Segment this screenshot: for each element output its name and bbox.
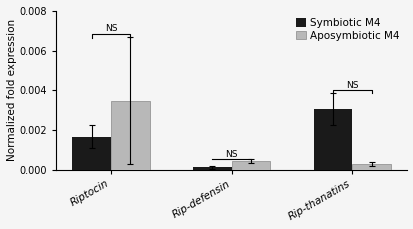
- Y-axis label: Normalized fold expression: Normalized fold expression: [7, 19, 17, 161]
- Bar: [111, 101, 149, 169]
- Text: NS: NS: [104, 24, 117, 33]
- Text: NS: NS: [225, 150, 237, 158]
- Text: NS: NS: [345, 81, 358, 90]
- Legend: Symbiotic M4, Aposymbiotic M4: Symbiotic M4, Aposymbiotic M4: [293, 16, 401, 43]
- Bar: [192, 167, 231, 169]
- Bar: [313, 109, 351, 169]
- Bar: [72, 137, 111, 169]
- Bar: [351, 164, 390, 169]
- Bar: [231, 161, 270, 169]
